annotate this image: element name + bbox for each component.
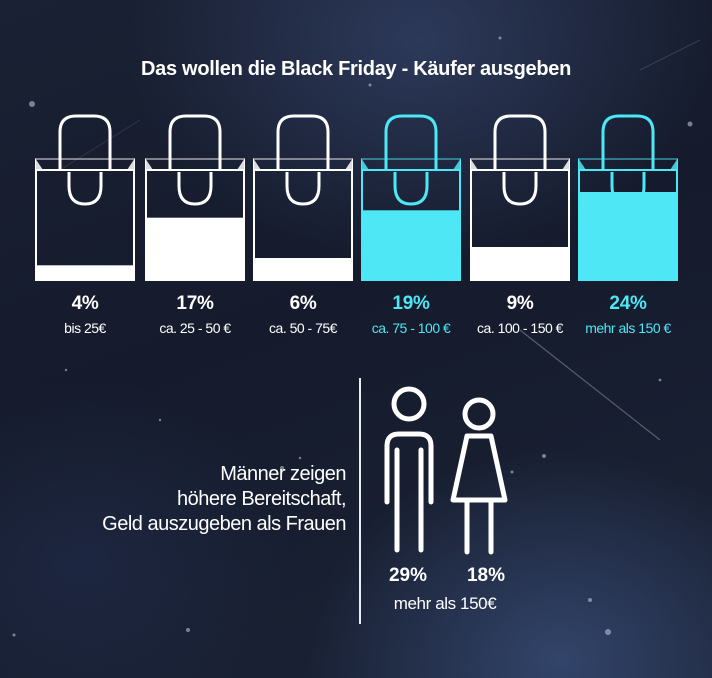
shopping-bag-icon	[361, 114, 461, 281]
shopping-bag-icon	[145, 114, 245, 281]
bag-fill-level	[361, 210, 461, 280]
bar-value-label: 19%	[392, 293, 430, 314]
women-percentage: 18%	[466, 565, 506, 586]
bag-bar	[253, 112, 353, 282]
bag-bar	[35, 112, 135, 282]
shopping-bag-icon	[578, 114, 678, 281]
gender-statement: Männer zeigen höhere Bereitschaft, Geld …	[40, 462, 346, 537]
shopping-bag-icon	[470, 114, 570, 281]
bar-category-label: ca. 100 - 150 €	[477, 320, 563, 336]
light-streak	[59, 119, 141, 171]
bar-category-label: bis 25€	[64, 320, 106, 336]
bag-fill-level	[578, 192, 678, 280]
shopping-bag-icon	[35, 114, 135, 281]
bag-fill-level	[470, 247, 570, 280]
bag-fill-level	[35, 265, 135, 280]
shooting-star-streak	[519, 329, 661, 441]
bar-value-label: 9%	[506, 293, 534, 314]
shopping-bag-chart: 4% bis 25€ 17% ca. 25 - 50 € 6% ca. 50 - 75€ 1…	[35, 112, 678, 336]
bag-bar	[361, 112, 461, 282]
statement-line: Männer zeigen	[220, 463, 346, 485]
statement-line: Geld auszugeben als Frauen	[102, 513, 346, 535]
man-icon	[384, 386, 434, 553]
bar-category-label: ca. 25 - 50 €	[159, 320, 231, 336]
bar-value-label: 4%	[71, 293, 99, 314]
bar-category-label: mehr als 150 €	[585, 320, 671, 336]
bag-bar	[578, 112, 678, 282]
shopping-bag-icon	[253, 114, 353, 281]
stars	[12, 36, 693, 637]
chart-title: Das wollen die Black Friday - Käufer aus…	[141, 58, 571, 80]
bar-value-label: 6%	[289, 293, 317, 314]
gender-note: mehr als 150€	[393, 594, 497, 613]
men-percentage: 29%	[388, 565, 428, 586]
bag-bar	[145, 112, 245, 282]
bar-value-label: 24%	[609, 293, 647, 314]
vertical-divider	[359, 378, 361, 624]
woman-icon	[450, 397, 508, 555]
bag-fill-level	[253, 258, 353, 280]
light-streak	[639, 39, 701, 71]
bar-value-label: 17%	[176, 293, 214, 314]
statement-line: höhere Bereitschaft,	[177, 488, 347, 510]
bag-fill-level	[145, 217, 245, 280]
bar-category-label: ca. 50 - 75€	[269, 320, 337, 336]
bar-category-label: ca. 75 - 100 €	[371, 320, 451, 336]
bag-bar	[470, 112, 570, 282]
